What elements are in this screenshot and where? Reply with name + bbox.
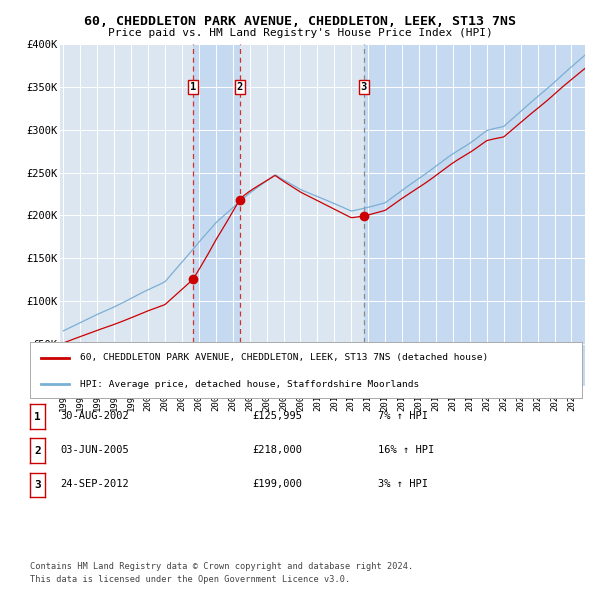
Text: 2: 2: [237, 82, 243, 92]
Text: £125,995: £125,995: [252, 411, 302, 421]
Text: HPI: Average price, detached house, Staffordshire Moorlands: HPI: Average price, detached house, Staf…: [80, 380, 419, 389]
Text: £218,000: £218,000: [252, 445, 302, 455]
Text: This data is licensed under the Open Government Licence v3.0.: This data is licensed under the Open Gov…: [30, 575, 350, 584]
Text: Contains HM Land Registry data © Crown copyright and database right 2024.: Contains HM Land Registry data © Crown c…: [30, 562, 413, 571]
Text: 7% ↑ HPI: 7% ↑ HPI: [378, 411, 428, 421]
Text: 60, CHEDDLETON PARK AVENUE, CHEDDLETON, LEEK, ST13 7NS: 60, CHEDDLETON PARK AVENUE, CHEDDLETON, …: [84, 15, 516, 28]
Text: 3: 3: [34, 480, 41, 490]
Text: 16% ↑ HPI: 16% ↑ HPI: [378, 445, 434, 455]
Text: Price paid vs. HM Land Registry's House Price Index (HPI): Price paid vs. HM Land Registry's House …: [107, 28, 493, 38]
Bar: [193, 44, 240, 386]
Text: 60, CHEDDLETON PARK AVENUE, CHEDDLETON, LEEK, ST13 7NS (detached house): 60, CHEDDLETON PARK AVENUE, CHEDDLETON, …: [80, 353, 488, 362]
Bar: [364, 44, 589, 386]
Text: 1: 1: [190, 82, 196, 92]
Text: 1: 1: [34, 412, 41, 421]
Text: 3: 3: [361, 82, 367, 92]
Text: 03-JUN-2005: 03-JUN-2005: [60, 445, 129, 455]
Text: 3% ↑ HPI: 3% ↑ HPI: [378, 480, 428, 489]
Text: £199,000: £199,000: [252, 480, 302, 489]
Text: 24-SEP-2012: 24-SEP-2012: [60, 480, 129, 489]
Text: 30-AUG-2002: 30-AUG-2002: [60, 411, 129, 421]
Text: 2: 2: [34, 446, 41, 455]
